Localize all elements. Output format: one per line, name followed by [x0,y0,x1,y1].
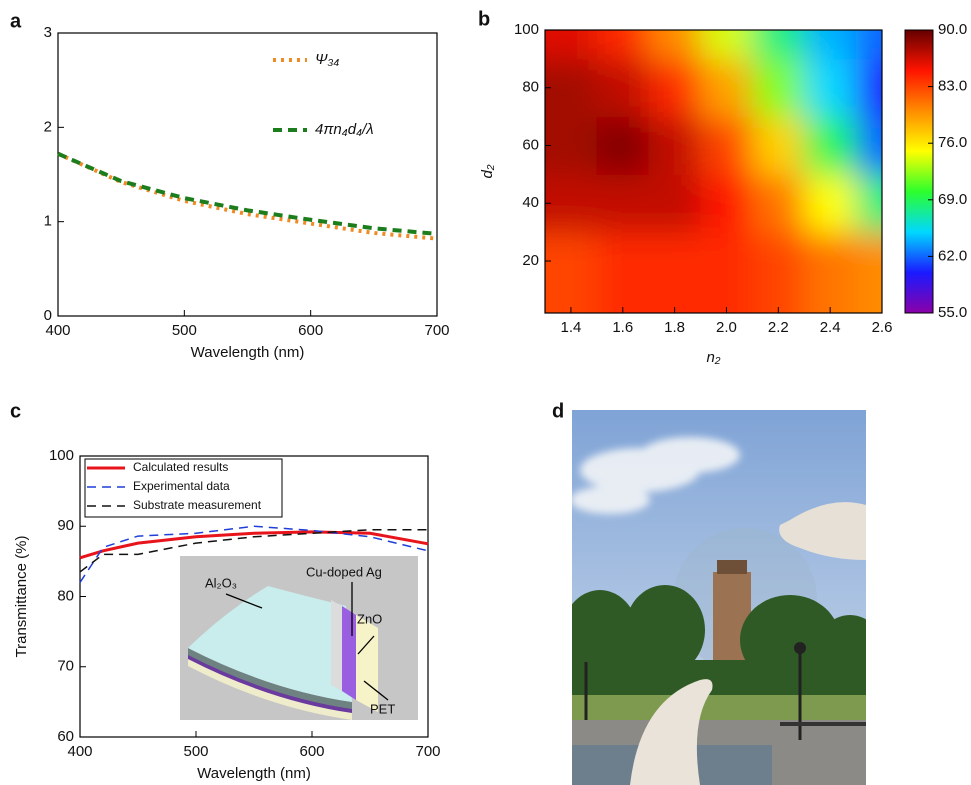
y-axis-label: Transmittance (%) [13,536,30,658]
colorbar-tick-label: 69.0 [938,191,967,208]
heatmap-cell [505,59,597,117]
y-tick-label: 100 [514,21,539,38]
x-tick-label: 500 [183,743,208,760]
heatmap [505,0,923,354]
heatmap-cell [597,174,649,232]
y-tick-label: 0 [44,307,52,324]
y-tick-label: 100 [49,447,74,464]
plot-frame [58,33,437,316]
x-axis-label: Wavelength (nm) [191,344,305,361]
y-tick-label: 40 [522,194,539,211]
heatmap-cell [804,117,856,175]
x-tick-label: 500 [172,322,197,339]
inset-label: PET [370,701,395,716]
y-tick-label: 3 [44,24,52,41]
y-tick-label: 1 [44,213,52,230]
heatmap-cell [752,59,804,117]
heatmap-cell [505,174,597,232]
heatmap-cell [649,117,701,175]
heatmap-cell [804,59,856,117]
heatmap-cell [701,174,753,232]
colorbar-tick-label: 62.0 [938,247,967,264]
legend-label: Substrate measurement [133,498,262,512]
tower-top [717,560,747,574]
x-tick-label: 2.2 [768,319,789,336]
legend-label: 4πn₄d₄/λ [315,121,374,138]
colorbar-tick-label: 90.0 [938,21,967,38]
figure: a b c d [0,0,971,785]
panel-label: d [552,400,564,422]
y-tick-label: 80 [57,587,74,604]
colorbar-tick-label: 83.0 [938,78,967,95]
legend-label: Experimental data [133,479,230,493]
pet-slice [356,615,378,712]
y-tick-label: 70 [57,658,74,675]
heatmap-cell [649,59,701,117]
heatmap-cell [752,117,804,175]
y-axis-label: d₂ [479,164,496,178]
heatmap-cell [701,59,753,117]
panel-label: a [10,10,22,32]
fence [780,722,866,726]
inset-label: Cu-doped Ag [306,564,382,579]
inset-label: ZnO [357,611,382,626]
heatmap-cell [804,174,856,232]
y-tick-label: 2 [44,118,52,135]
panel-label: b [478,8,490,30]
x-tick-label: 2.4 [820,319,841,336]
heatmap-cells [505,0,923,354]
x-tick-label: 600 [299,743,324,760]
photo [560,410,885,785]
legend-label: Ψ₃₄ [315,51,339,68]
x-axis-label: n₂ [706,349,720,366]
x-tick-label: 2.0 [716,319,737,336]
y-tick-label: 60 [57,728,74,745]
legend-label: Calculated results [133,460,228,474]
heatmap-cell [701,117,753,175]
series-line [80,532,428,558]
panel-label: c [10,400,21,422]
heatmap-cell [649,174,701,232]
x-tick-label: 1.6 [612,319,633,336]
heatmap-cell [505,232,597,353]
x-tick-label: 1.8 [664,319,685,336]
x-tick-label: 700 [424,322,449,339]
x-tick-label: 2.6 [872,319,893,336]
x-tick-label: 1.4 [560,319,581,336]
heatmap-cell [597,117,649,175]
colorbar [905,30,933,313]
series-line [58,154,437,239]
series-line [58,154,437,234]
ag-slice [331,600,342,691]
lamp [794,642,806,654]
inset-label: Al₂O₃ [205,575,237,590]
x-axis-label: Wavelength (nm) [197,765,311,782]
colorbar-tick-label: 55.0 [938,304,967,321]
x-tick-label: 600 [298,322,323,339]
y-tick-label: 60 [522,136,539,153]
x-tick-label: 400 [67,743,92,760]
colorbar-tick-label: 76.0 [938,134,967,151]
heatmap-cell [505,117,597,175]
heatmap-cell [752,174,804,232]
zno-slice [342,606,356,700]
y-tick-label: 80 [522,79,539,96]
y-tick-label: 20 [522,252,539,269]
x-tick-label: 400 [45,322,70,339]
y-tick-label: 90 [57,517,74,534]
x-tick-label: 700 [415,743,440,760]
heatmap-cell [597,59,649,117]
